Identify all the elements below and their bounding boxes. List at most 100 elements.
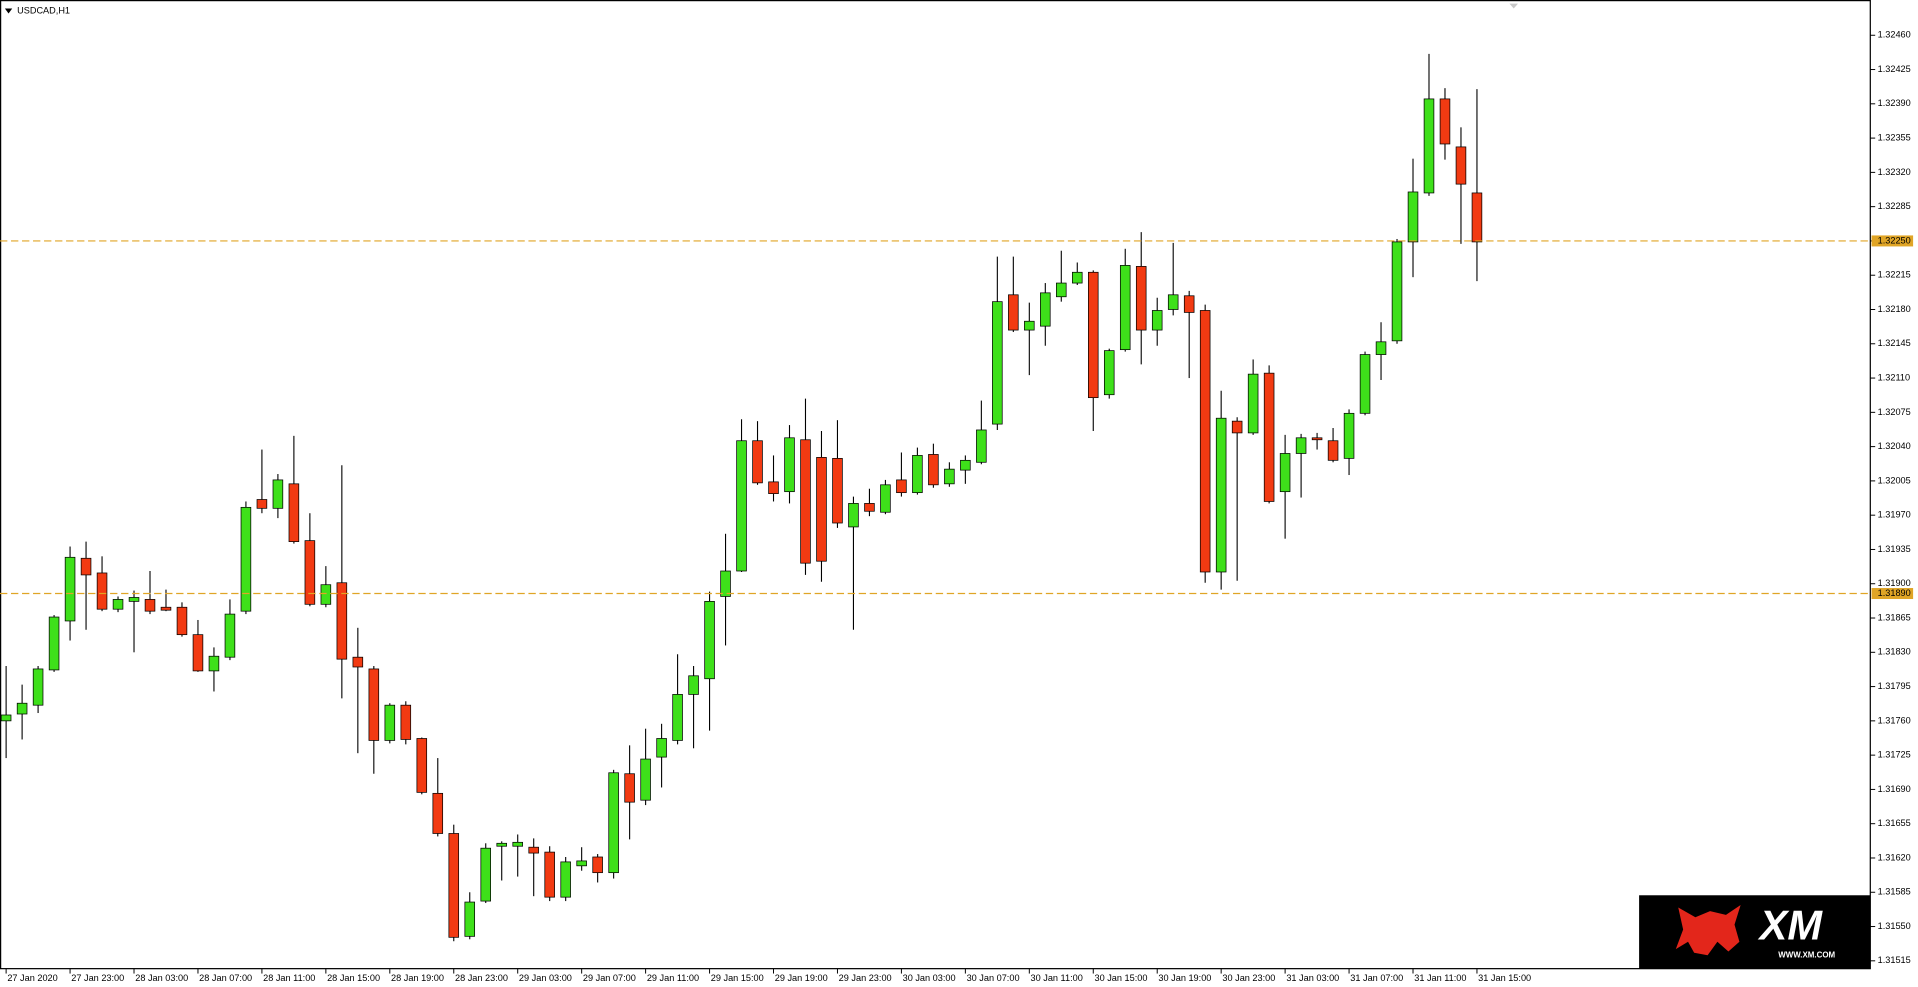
candle-body <box>64 556 76 622</box>
candle-body <box>1135 266 1147 331</box>
y-tick-label: 1.32005 <box>1878 475 1911 485</box>
y-tick-label: 1.31550 <box>1878 921 1911 931</box>
x-tick-label: 29 Jan 07:00 <box>583 973 636 983</box>
candle-body <box>1088 271 1099 399</box>
candle-body <box>480 847 491 902</box>
x-tick-label: 29 Jan 19:00 <box>775 973 828 983</box>
candle-body <box>624 773 635 803</box>
candle-body <box>1024 320 1035 331</box>
x-tick-label: 28 Jan 11:00 <box>263 973 315 983</box>
candle-body <box>272 479 284 509</box>
x-tick-label: 30 Jan 11:00 <box>1031 973 1083 983</box>
candle-body <box>960 459 971 471</box>
candle-body <box>336 582 348 660</box>
candle-body <box>592 856 603 874</box>
y-tick-label: 1.31865 <box>1878 612 1911 622</box>
candle-body <box>912 455 923 494</box>
y-tick-label: 1.31935 <box>1878 544 1911 554</box>
y-tick-label: 1.32110 <box>1878 372 1910 382</box>
y-tick-label: 1.31830 <box>1878 647 1911 657</box>
candle-body <box>432 792 444 834</box>
candle-body <box>496 842 507 847</box>
y-tick-label: 1.31585 <box>1878 887 1911 897</box>
y-tick-label: 1.32145 <box>1878 338 1911 348</box>
candle-body <box>1231 420 1243 434</box>
x-tick-label: 31 Jan 03:00 <box>1286 973 1339 983</box>
level-label: 1.31890 <box>1878 588 1911 598</box>
x-tick-label: 29 Jan 03:00 <box>519 973 572 983</box>
candle-body <box>704 600 715 680</box>
candle-body <box>304 540 316 605</box>
candle-body <box>16 702 28 715</box>
candle-body <box>176 606 188 636</box>
candle-body <box>736 440 747 572</box>
candle-body <box>0 714 12 722</box>
candle-body <box>288 483 300 542</box>
candle-body <box>784 437 795 493</box>
x-tick-label: 28 Jan 03:00 <box>135 973 188 983</box>
candle-body <box>1040 292 1051 327</box>
y-tick-label: 1.32425 <box>1878 64 1911 74</box>
candle-body <box>528 846 539 854</box>
candle-body <box>928 454 939 486</box>
y-tick-label: 1.32180 <box>1878 304 1911 314</box>
x-tick-label: 28 Jan 07:00 <box>199 973 252 983</box>
candle-body <box>1008 294 1019 331</box>
candle-body <box>464 901 476 937</box>
candle-body <box>576 860 587 867</box>
candle-body <box>544 851 555 898</box>
y-tick-label: 1.32215 <box>1878 270 1911 280</box>
candle-body <box>1439 98 1451 145</box>
candle-body <box>368 668 380 741</box>
candle-body <box>1327 440 1339 461</box>
logo-background <box>1639 895 1871 969</box>
candle-body <box>560 861 571 898</box>
candle-body <box>208 655 220 672</box>
candle-body <box>848 503 859 528</box>
y-tick-label: 1.31725 <box>1878 750 1911 760</box>
y-tick-label: 1.31795 <box>1878 681 1911 691</box>
candle-body <box>80 557 92 576</box>
x-tick-label: 30 Jan 03:00 <box>903 973 956 983</box>
x-tick-label: 31 Jan 15:00 <box>1478 973 1531 983</box>
candle-body <box>880 484 891 513</box>
candle-body <box>192 634 204 672</box>
candle-body <box>1471 192 1483 243</box>
candle-body <box>1119 265 1131 351</box>
y-tick-label: 1.32355 <box>1878 133 1911 143</box>
candle-body <box>1295 437 1307 454</box>
shift-marker <box>1509 3 1519 9</box>
candle-body <box>656 738 667 758</box>
y-tick-label: 1.31970 <box>1878 510 1911 520</box>
candle-body <box>1247 373 1259 434</box>
logo-url: WWW.XM.COM <box>1778 950 1835 959</box>
symbol-menu-arrow[interactable] <box>4 8 13 14</box>
x-tick-label: 29 Jan 15:00 <box>711 973 764 983</box>
y-tick-label: 1.32075 <box>1878 407 1911 417</box>
candle-body <box>112 599 124 610</box>
candle-body <box>512 841 523 847</box>
candle-body <box>384 704 396 741</box>
candle-body <box>1407 191 1419 243</box>
candle-body <box>240 506 252 612</box>
candle-body <box>448 833 460 938</box>
candle-body <box>144 599 156 612</box>
x-tick-label: 29 Jan 11:00 <box>647 973 699 983</box>
candle-body <box>1311 437 1323 441</box>
candle-body <box>128 597 140 602</box>
candle-body <box>256 499 268 509</box>
candle-body <box>992 301 1003 425</box>
candle-body <box>1391 241 1403 342</box>
x-tick-label: 31 Jan 07:00 <box>1350 973 1403 983</box>
candle-body <box>1375 341 1387 355</box>
y-tick-label: 1.31515 <box>1878 955 1911 965</box>
y-tick-label: 1.31620 <box>1878 852 1911 862</box>
candle-body <box>1263 372 1275 502</box>
candle-body <box>752 440 763 484</box>
x-tick-label: 30 Jan 19:00 <box>1158 973 1211 983</box>
x-tick-label: 29 Jan 23:00 <box>839 973 892 983</box>
candle-body <box>976 429 987 463</box>
candle-body <box>416 738 428 793</box>
x-tick-label: 28 Jan 19:00 <box>391 973 444 983</box>
y-tick-label: 1.32320 <box>1878 167 1911 177</box>
